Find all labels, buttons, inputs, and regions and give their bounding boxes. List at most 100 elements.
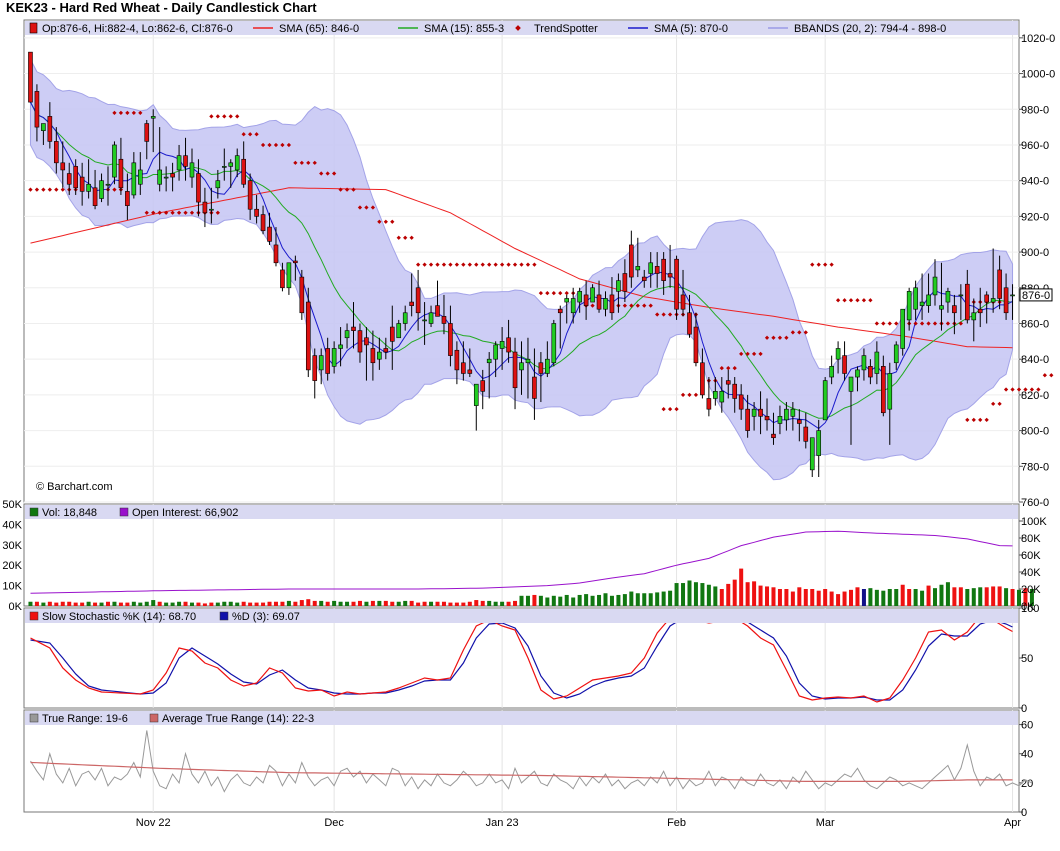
price-tick-label: 760-0 <box>1021 497 1049 509</box>
volume-bar <box>881 590 886 606</box>
volume-bar <box>144 601 149 606</box>
candle-body <box>247 180 253 210</box>
candle-body <box>674 258 679 310</box>
volume-bar <box>93 602 98 606</box>
candle-body <box>764 416 770 421</box>
volume-bar <box>758 585 763 606</box>
trendspotter-dot <box>745 351 750 356</box>
candle-body <box>209 208 214 211</box>
candle-body <box>551 323 557 364</box>
candle-body <box>829 366 834 378</box>
candle-body <box>196 173 201 203</box>
volume-bar <box>997 586 1002 606</box>
trendspotter-dot <box>642 303 647 308</box>
candle-body <box>855 369 860 378</box>
candle-body <box>499 341 505 349</box>
volume-bar <box>157 601 162 606</box>
stoch-k-line <box>30 615 1013 703</box>
trendspotter-dot <box>945 321 951 326</box>
trendspotter-dot <box>965 417 970 423</box>
volume-bar <box>34 601 39 606</box>
candle-body <box>609 294 615 314</box>
trendspotter-dot <box>273 142 279 148</box>
trendspotter-dot <box>506 262 511 267</box>
volume-bar <box>467 601 472 606</box>
candle-body <box>54 141 59 164</box>
candle-body <box>932 276 938 296</box>
trendspotter-dot <box>829 262 834 267</box>
candle-body <box>60 162 66 171</box>
stoch-tick-label: 100 <box>1021 603 1039 615</box>
volume-bar <box>1029 589 1034 606</box>
trendspotter-dot <box>338 187 343 192</box>
trendspotter-dot <box>267 142 272 148</box>
trendspotter-dot <box>499 262 505 267</box>
volume-bar <box>196 602 201 606</box>
candle-body <box>758 408 763 417</box>
candle-body <box>370 348 376 364</box>
volume-bar <box>752 581 757 606</box>
candle-body <box>525 358 531 364</box>
volume-bar <box>228 601 233 606</box>
candle-body <box>112 144 117 178</box>
candle-body <box>661 258 666 281</box>
candle-body <box>965 283 970 321</box>
volume-bar <box>1023 588 1028 606</box>
candle-body <box>467 369 473 374</box>
volume-bar <box>933 588 938 606</box>
candle-body <box>732 383 738 399</box>
trendspotter-dot <box>461 262 466 267</box>
volume-bar <box>105 601 110 606</box>
volume-bar <box>487 600 492 606</box>
volume-right-tick: 100K <box>1021 516 1047 528</box>
trendspotter-dot <box>222 114 227 119</box>
trendspotter-dot <box>655 312 660 317</box>
candle-body <box>809 437 815 471</box>
volume-bar <box>907 589 912 606</box>
trendspotter-dot <box>183 210 188 215</box>
trendspotter-dot <box>176 210 182 215</box>
candle-body <box>506 337 511 353</box>
volume-bar <box>73 602 78 606</box>
trendspotter-dot <box>1023 387 1028 392</box>
candle-body <box>693 326 699 364</box>
volume-bar <box>668 590 673 606</box>
legend-bar-stoch <box>25 609 1018 623</box>
volume-left-tick: 20K <box>2 560 22 572</box>
volume-bar <box>241 601 246 606</box>
trendspotter-dot <box>842 298 847 303</box>
trendspotter-dot <box>441 262 447 267</box>
candle-body <box>777 416 783 424</box>
trendspotter-dot <box>390 219 395 224</box>
candle-body <box>331 348 337 367</box>
candle-body <box>415 287 421 314</box>
candle-body <box>234 155 240 171</box>
volume-bar <box>739 568 744 606</box>
volume-left-tick: 10K <box>2 581 22 593</box>
candle-body <box>784 408 789 421</box>
trendspotter-dot <box>848 298 854 303</box>
candle-body <box>409 301 414 306</box>
volume-bar <box>500 601 505 606</box>
volume-bar <box>952 587 957 606</box>
volume-bar <box>661 591 666 606</box>
trendspotter-dot <box>344 187 350 192</box>
volume-bar <box>474 600 479 606</box>
candle-body <box>99 180 104 199</box>
trendspotter-dot <box>157 210 162 215</box>
legend-swatch <box>29 611 39 621</box>
candle-body <box>473 383 479 406</box>
volume-bar <box>577 594 582 606</box>
candle-body <box>667 273 673 278</box>
trendspotter-dot <box>260 142 266 148</box>
volume-bar <box>597 594 602 606</box>
candle-body <box>118 158 124 189</box>
volume-bar <box>118 602 123 606</box>
volume-bar <box>900 584 905 606</box>
trendspotter-dot <box>364 205 369 210</box>
volume-bar <box>842 591 847 606</box>
panel-volume <box>23 503 1020 607</box>
candle-body <box>900 308 906 349</box>
volume-bar <box>732 579 737 606</box>
volume-bar <box>286 600 291 606</box>
